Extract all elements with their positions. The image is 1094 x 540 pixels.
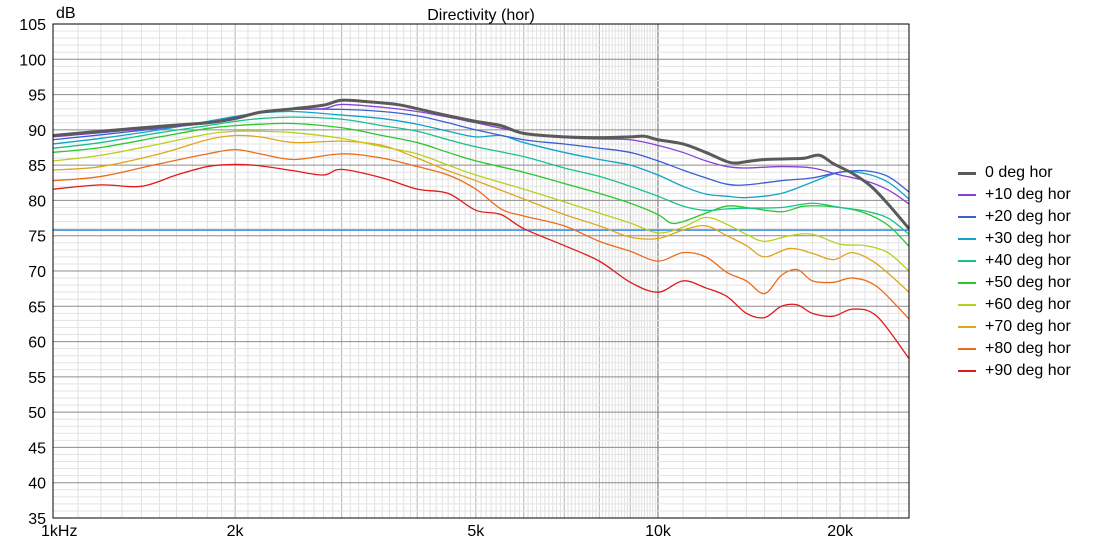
legend-swatch — [958, 260, 976, 262]
y-tick-label: 80 — [28, 193, 46, 210]
legend-item: +30 deg hor — [958, 228, 1071, 250]
y-tick-label: 100 — [19, 52, 46, 69]
x-tick-label: 20k — [827, 523, 854, 540]
legend: 0 deg hor +10 deg hor +20 deg hor +30 deg h… — [958, 162, 1071, 382]
legend-item: 0 deg hor — [958, 162, 1071, 184]
legend-item: +20 deg hor — [958, 206, 1071, 228]
legend-item: +90 deg hor — [958, 360, 1071, 382]
legend-swatch — [958, 326, 976, 328]
legend-label: 0 deg hor — [985, 164, 1053, 181]
y-tick-label: 70 — [28, 264, 46, 281]
y-tick-label: 95 — [28, 88, 46, 105]
series-layer — [52, 98, 911, 359]
x-tick-label: 5k — [467, 523, 485, 540]
series-line-60-deg-hor — [52, 130, 910, 272]
y-tick-label: 35 — [28, 511, 46, 528]
legend-item: +10 deg hor — [958, 184, 1071, 206]
legend-swatch — [958, 348, 976, 350]
legend-label: +80 deg hor — [985, 340, 1071, 357]
legend-item: +80 deg hor — [958, 338, 1071, 360]
legend-label: +90 deg hor — [985, 362, 1071, 379]
y-axis-label: dB — [56, 5, 76, 22]
legend-label: +50 deg hor — [985, 274, 1071, 291]
series-line-90-deg-hor — [52, 163, 910, 359]
x-tick-label: 1kHz — [41, 523, 77, 540]
y-tick-label: 60 — [28, 335, 46, 352]
legend-label: +60 deg hor — [985, 296, 1071, 313]
series-line-80-deg-hor — [52, 148, 910, 320]
legend-swatch — [958, 282, 976, 284]
legend-swatch — [958, 216, 976, 218]
legend-label: +40 deg hor — [985, 252, 1071, 269]
legend-item: +50 deg hor — [958, 272, 1071, 294]
y-tick-label: 45 — [28, 440, 46, 457]
y-tick-label: 65 — [28, 299, 46, 316]
legend-item: +40 deg hor — [958, 250, 1071, 272]
legend-swatch — [958, 370, 976, 372]
legend-swatch — [958, 238, 976, 240]
tick-labels: 35 40 45 50 55 60 65 70 75 80 85 90 95 100 105 1kHz 2k 5k… — [19, 17, 854, 540]
legend-item: +60 deg hor — [958, 294, 1071, 316]
legend-swatch — [958, 171, 976, 175]
legend-label: +30 deg hor — [985, 230, 1071, 247]
y-tick-label: 85 — [28, 158, 46, 175]
legend-item: +70 deg hor — [958, 316, 1071, 338]
grid — [53, 23, 909, 519]
series-line-0-deg-hor — [52, 98, 911, 230]
x-tick-label: 10k — [645, 523, 672, 540]
y-tick-label: 40 — [28, 476, 46, 493]
legend-label: +10 deg hor — [985, 186, 1071, 203]
y-tick-label: 105 — [19, 17, 46, 34]
legend-swatch — [958, 194, 976, 196]
y-tick-label: 55 — [28, 370, 46, 387]
y-tick-label: 50 — [28, 405, 46, 422]
chart-title: Directivity (hor) — [427, 7, 535, 24]
legend-swatch — [958, 304, 976, 306]
series-line-70-deg-hor — [52, 134, 910, 293]
series-line-50-deg-hor — [52, 122, 910, 247]
y-tick-label: 90 — [28, 123, 46, 140]
y-tick-label: 75 — [28, 229, 46, 246]
plot-frame — [52, 23, 910, 519]
series-line-40-deg-hor — [52, 116, 910, 235]
x-tick-label: 2k — [227, 523, 245, 540]
legend-label: +20 deg hor — [985, 208, 1071, 225]
legend-label: +70 deg hor — [985, 318, 1071, 335]
